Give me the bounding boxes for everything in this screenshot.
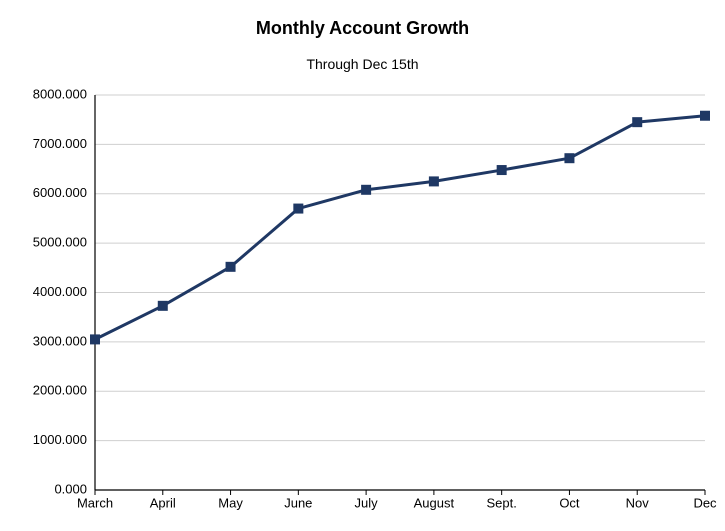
chart-title: Monthly Account Growth: [0, 18, 725, 39]
data-marker: [294, 204, 303, 213]
data-marker: [701, 111, 710, 120]
data-marker: [497, 166, 506, 175]
x-tick-label: August: [414, 496, 455, 511]
x-tick-label: March: [77, 496, 113, 511]
x-tick-label: Nov: [626, 496, 650, 511]
x-tick-label: Oct: [559, 496, 580, 511]
y-tick-label: 8000.000: [33, 86, 87, 101]
y-tick-label: 5000.000: [33, 235, 87, 250]
x-tick-label: July: [355, 496, 379, 511]
data-marker: [633, 118, 642, 127]
y-tick-label: 3000.000: [33, 333, 87, 348]
x-tick-label: April: [150, 496, 176, 511]
chart-svg: 0.000 1000.000 2000.000 3000.000 4000.000 500…: [0, 0, 725, 531]
chart-container: Monthly Account Growth Through Dec 15th …: [0, 0, 725, 531]
chart-subtitle: Through Dec 15th: [0, 56, 725, 72]
x-tick-label: May: [218, 496, 243, 511]
data-marker: [158, 301, 167, 310]
y-tick-label: 1000.000: [33, 432, 87, 447]
data-marker: [362, 185, 371, 194]
y-tick-label: 6000.000: [33, 185, 87, 200]
x-tick-label: Sept.: [486, 496, 516, 511]
y-tick-label: 2000.000: [33, 383, 87, 398]
data-marker: [429, 177, 438, 186]
data-marker: [91, 335, 100, 344]
data-marker: [226, 262, 235, 271]
data-marker: [565, 154, 574, 163]
x-tick-label: Dec: [693, 496, 717, 511]
y-tick-label: 0.000: [54, 481, 87, 496]
y-tick-label: 7000.000: [33, 136, 87, 151]
series-line: [95, 116, 705, 340]
y-tick-label: 4000.000: [33, 284, 87, 299]
x-tick-label: June: [284, 496, 312, 511]
